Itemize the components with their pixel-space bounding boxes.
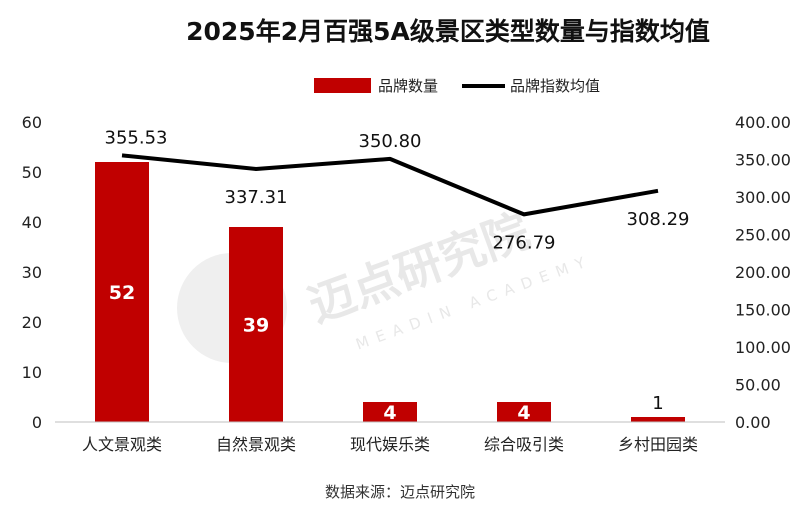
- bar-data-label: 52: [109, 282, 135, 304]
- bar-data-label: 39: [243, 315, 269, 337]
- left-axis-tick: 20: [22, 313, 42, 332]
- right-axis-tick: 150.00: [735, 301, 791, 320]
- source-note: 数据来源：迈点研究院: [325, 483, 475, 501]
- legend-bar-label: 品牌数量: [378, 77, 438, 95]
- line-data-label: 355.53: [105, 127, 168, 148]
- bar: [95, 162, 149, 422]
- category-label: 综合吸引类: [484, 435, 564, 454]
- category-label: 自然景观类: [216, 435, 296, 454]
- right-axis-tick: 350.00: [735, 151, 791, 170]
- left-axis-tick: 60: [22, 113, 42, 132]
- line-data-label: 308.29: [627, 209, 690, 230]
- bar-series: 52 39 4 4 1: [95, 162, 685, 424]
- line-data-label: 276.79: [493, 232, 556, 253]
- right-axis-tick: 300.00: [735, 188, 791, 207]
- right-axis-tick: 100.00: [735, 338, 791, 357]
- bar: [229, 227, 283, 422]
- left-axis-tick: 0: [32, 413, 42, 432]
- right-axis: 0.00 50.00 100.00 150.00 200.00 250.00 300.00 3…: [735, 113, 791, 432]
- bar-data-label: 4: [517, 402, 530, 424]
- category-label: 人文景观类: [82, 435, 162, 454]
- bar-data-label: 4: [383, 402, 396, 424]
- legend-line-label: 品牌指数均值: [510, 77, 600, 95]
- right-axis-tick: 0.00: [735, 413, 771, 432]
- right-axis-tick: 50.00: [735, 376, 781, 395]
- category-axis: 人文景观类 自然景观类 现代娱乐类 综合吸引类 乡村田园类: [82, 435, 698, 454]
- chart-title: 2025年2月百强5A级景区类型数量与指数均值: [186, 17, 710, 46]
- category-label: 现代娱乐类: [350, 435, 430, 454]
- line-path: [121, 153, 659, 217]
- left-axis-tick: 10: [22, 363, 42, 382]
- line-data-label: 337.31: [225, 187, 288, 208]
- line-data-label: 350.80: [359, 131, 422, 152]
- left-axis-tick: 40: [22, 213, 42, 232]
- left-axis: 0 10 20 30 40 50 60: [22, 113, 42, 432]
- category-label: 乡村田园类: [618, 435, 698, 454]
- left-axis-tick: 50: [22, 163, 42, 182]
- line-series: 355.53 337.31 350.80 276.79 308.29: [105, 127, 690, 253]
- bar: [363, 402, 417, 422]
- right-axis-tick: 400.00: [735, 113, 791, 132]
- left-axis-tick: 30: [22, 263, 42, 282]
- legend: 品牌数量 品牌指数均值: [314, 77, 600, 95]
- right-axis-tick: 250.00: [735, 226, 791, 245]
- right-axis-tick: 200.00: [735, 263, 791, 282]
- legend-bar-swatch: [314, 78, 371, 93]
- bar: [497, 402, 551, 422]
- bar: [631, 417, 685, 422]
- bar-data-label: 1: [652, 393, 663, 414]
